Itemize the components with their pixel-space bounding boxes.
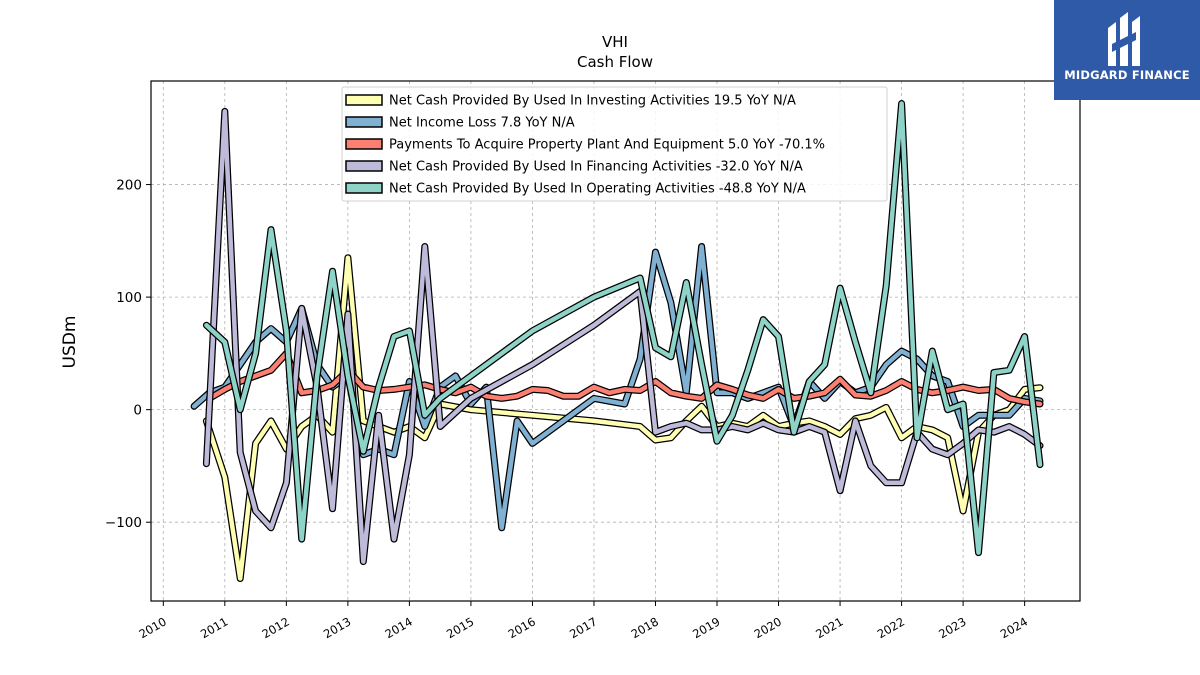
legend-label: Net Cash Provided By Used In Financing A… xyxy=(389,160,803,175)
x-tick-label: 2017 xyxy=(567,614,599,641)
y-axis-label: USDm xyxy=(60,316,80,369)
x-tick-label: 2015 xyxy=(444,614,476,641)
y-tick-label: 100 xyxy=(116,290,142,306)
legend: Net Cash Provided By Used In Investing A… xyxy=(341,86,888,202)
x-tick-label: 2019 xyxy=(690,614,722,641)
legend-label: Payments To Acquire Property Plant And E… xyxy=(389,138,825,153)
x-tick-label: 2016 xyxy=(506,614,538,641)
y-tick-label: 200 xyxy=(116,178,142,194)
x-tick-label: 2024 xyxy=(998,614,1030,641)
x-tick-label: 2012 xyxy=(259,614,291,641)
y-tick-label: 0 xyxy=(133,403,142,419)
series-1-line xyxy=(190,243,1044,532)
x-tick-label: 2014 xyxy=(383,614,415,641)
chart-subtitle: Cash Flow xyxy=(577,53,653,71)
x-tick-label: 2021 xyxy=(813,614,845,641)
x-tick-label: 2013 xyxy=(321,614,353,641)
plot-frame xyxy=(150,80,1081,602)
midgard-logo-icon xyxy=(1108,12,1140,66)
x-tick-label: 2010 xyxy=(136,614,168,641)
chart-title: VHI xyxy=(602,33,628,51)
x-tick-label: 2018 xyxy=(629,614,661,641)
series-3-line xyxy=(202,107,1044,566)
brand-name: MIDGARD FINANCE xyxy=(1064,68,1190,82)
legend-swatch xyxy=(345,138,383,150)
x-tick-label: 2020 xyxy=(752,614,784,641)
x-tick-label: 2022 xyxy=(875,614,907,641)
series-lines xyxy=(190,100,1044,582)
x-tick-label: 2011 xyxy=(198,614,230,641)
legend-box xyxy=(341,86,888,202)
legend-label: Net Cash Provided By Used In Operating A… xyxy=(389,182,806,197)
y-tick-label: −100 xyxy=(105,515,142,531)
legend-label: Net Income Loss 7.8 YoY N/A xyxy=(389,116,575,131)
legend-swatch xyxy=(345,182,383,194)
legend-swatch xyxy=(345,116,383,128)
series-4-line xyxy=(202,100,1044,557)
legend-label: Net Cash Provided By Used In Investing A… xyxy=(389,94,796,109)
midgard-finance-logo: MIDGARD FINANCE xyxy=(1054,0,1200,100)
legend-swatch xyxy=(345,94,383,106)
legend-swatch xyxy=(345,160,383,172)
x-tick-label: 2023 xyxy=(936,614,968,641)
